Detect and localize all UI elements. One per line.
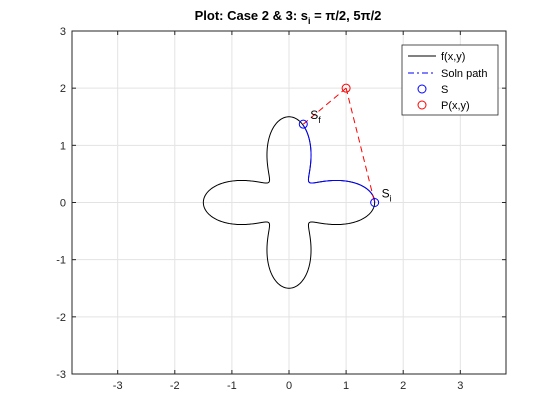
annotation-subscript: i xyxy=(390,194,392,204)
legend-label-pxy: P(x,y) xyxy=(441,100,470,112)
legend-label-s: S xyxy=(441,84,448,96)
x-tick-label: 1 xyxy=(343,380,349,392)
legend-label-fxy: f(x,y) xyxy=(441,51,465,63)
ticks: -3 -2 -1 0 1 2 3 -3 -2 -1 0 1 2 3 xyxy=(56,26,506,392)
chart-title-subscript: i xyxy=(308,16,311,26)
annotation-base: S xyxy=(382,187,390,201)
legend-marker-s xyxy=(417,84,427,94)
chart-title-rest: = π/2, 5π/2 xyxy=(311,8,382,23)
point-p-marker xyxy=(341,83,351,93)
legend-marker-pxy xyxy=(417,100,427,110)
chart-title-main: Plot: Case 2 & 3: s xyxy=(195,8,308,23)
solution-path xyxy=(302,124,376,203)
point-s-marker xyxy=(370,198,380,207)
chart-title: Plot: Case 2 & 3: si = π/2, 5π/2 xyxy=(195,8,382,26)
annotation-sf: Sf xyxy=(310,108,321,125)
x-tick-label: -1 xyxy=(227,380,237,392)
legend-label-soln-path: Soln path xyxy=(441,68,487,80)
x-tick-label: -2 xyxy=(170,380,180,392)
annotation-subscript: f xyxy=(318,115,321,125)
y-tick-label: 2 xyxy=(60,83,66,95)
x-tick-label: 2 xyxy=(400,380,406,392)
y-tick-label: -1 xyxy=(56,255,66,267)
annotation-si: Si xyxy=(382,187,392,204)
annotation-base: S xyxy=(310,108,318,122)
x-tick-label: -3 xyxy=(113,380,123,392)
x-tick-label: 0 xyxy=(286,380,292,392)
point-s-marker xyxy=(298,119,308,129)
x-tick-label: 3 xyxy=(457,380,463,392)
y-tick-label: 0 xyxy=(60,198,66,210)
y-tick-label: 1 xyxy=(60,140,66,152)
y-tick-label: -3 xyxy=(56,369,66,381)
y-tick-label: 3 xyxy=(60,26,66,38)
legend: f(x,y) Soln path S P(x,y) xyxy=(401,44,499,116)
y-tick-label: -2 xyxy=(56,312,66,324)
